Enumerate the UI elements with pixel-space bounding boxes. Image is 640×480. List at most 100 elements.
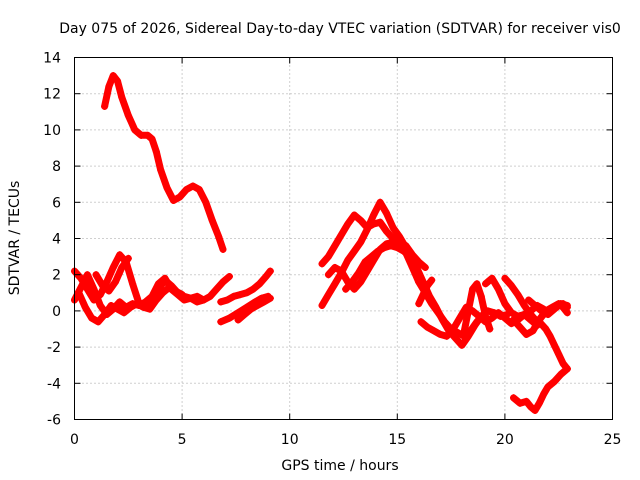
data-point [152, 148, 160, 156]
data-point [331, 263, 339, 271]
data-point [527, 403, 535, 411]
data-point [126, 303, 134, 311]
data-point [92, 271, 100, 279]
data-point [189, 182, 197, 190]
data-point [550, 377, 558, 385]
grid-lines [74, 57, 613, 420]
data-point [380, 244, 388, 252]
data-point [101, 102, 109, 110]
data-point [413, 263, 421, 271]
data-point [111, 278, 119, 286]
y-tick-label: -2 [47, 340, 61, 356]
data-point [563, 301, 571, 309]
data-point [234, 309, 242, 317]
data-point [118, 263, 126, 271]
data-point [544, 383, 552, 391]
data-point [96, 301, 104, 309]
x-tick-label: 5 [178, 432, 187, 448]
data-point [415, 300, 423, 308]
y-tick-label: 8 [52, 159, 61, 175]
data-point [75, 289, 83, 297]
data-point [324, 291, 332, 299]
data-point [514, 291, 522, 299]
data-point [109, 263, 117, 271]
data-point [124, 254, 132, 262]
data-point [367, 253, 375, 261]
data-point [262, 273, 270, 281]
data-point [383, 227, 391, 235]
data-point [223, 296, 231, 304]
data-point [266, 267, 274, 275]
data-point [501, 300, 509, 308]
data-point [531, 406, 539, 414]
data-point [247, 305, 255, 313]
series-track-low-e [217, 267, 274, 306]
data-point [520, 301, 528, 309]
data-point [241, 311, 249, 319]
series-track-low-g [234, 294, 274, 324]
data-point [376, 218, 384, 226]
data-point [456, 314, 464, 322]
data-point [522, 330, 530, 338]
data-point [133, 300, 141, 308]
series-track-right-g [535, 318, 571, 373]
data-point [118, 93, 126, 101]
data-point [430, 327, 438, 335]
series-track-high [101, 72, 227, 253]
data-point [471, 321, 479, 329]
data-point [101, 311, 109, 319]
data-point [363, 267, 371, 275]
data-point [217, 298, 225, 306]
data-point [154, 280, 162, 288]
data-point [426, 292, 434, 300]
series-track-right-b [415, 276, 436, 308]
series-trace [318, 198, 423, 309]
y-tick-label: 0 [52, 304, 61, 320]
data-point [477, 292, 485, 300]
data-point [464, 332, 472, 340]
data-point [423, 282, 431, 290]
data-point [253, 301, 261, 309]
data-point [230, 292, 238, 300]
data-point [217, 318, 225, 326]
data-point [195, 186, 203, 194]
data-point [460, 329, 468, 337]
data-point [331, 242, 339, 250]
data-series [71, 72, 571, 414]
data-point [337, 231, 345, 239]
data-point [200, 296, 208, 304]
data-point [557, 370, 565, 378]
series-track-right-c [460, 280, 494, 337]
data-point [225, 314, 233, 322]
y-tick-label: -4 [47, 376, 61, 392]
data-point [152, 296, 160, 304]
data-point [376, 198, 384, 206]
data-point [202, 198, 210, 206]
data-point [527, 311, 535, 319]
data-point [383, 209, 391, 217]
data-point [213, 285, 221, 293]
data-point [438, 316, 446, 324]
data-point [514, 312, 522, 320]
data-point [501, 314, 509, 322]
data-point [348, 278, 356, 286]
data-point [114, 305, 122, 313]
data-point [318, 260, 326, 268]
data-point [544, 311, 552, 319]
data-point [563, 365, 571, 373]
x-tick-label: 0 [70, 432, 79, 448]
y-tick-label: 2 [52, 268, 61, 284]
data-point [98, 282, 106, 290]
data-point [525, 296, 533, 304]
data-point [428, 276, 436, 284]
data-point [400, 247, 408, 255]
series-track-right-h [510, 365, 571, 414]
data-point [342, 285, 350, 293]
data-point [193, 298, 201, 306]
data-point [324, 271, 332, 279]
data-point [116, 298, 124, 306]
data-point [357, 278, 365, 286]
series-track-mid-b [318, 198, 423, 309]
data-point [105, 82, 113, 90]
